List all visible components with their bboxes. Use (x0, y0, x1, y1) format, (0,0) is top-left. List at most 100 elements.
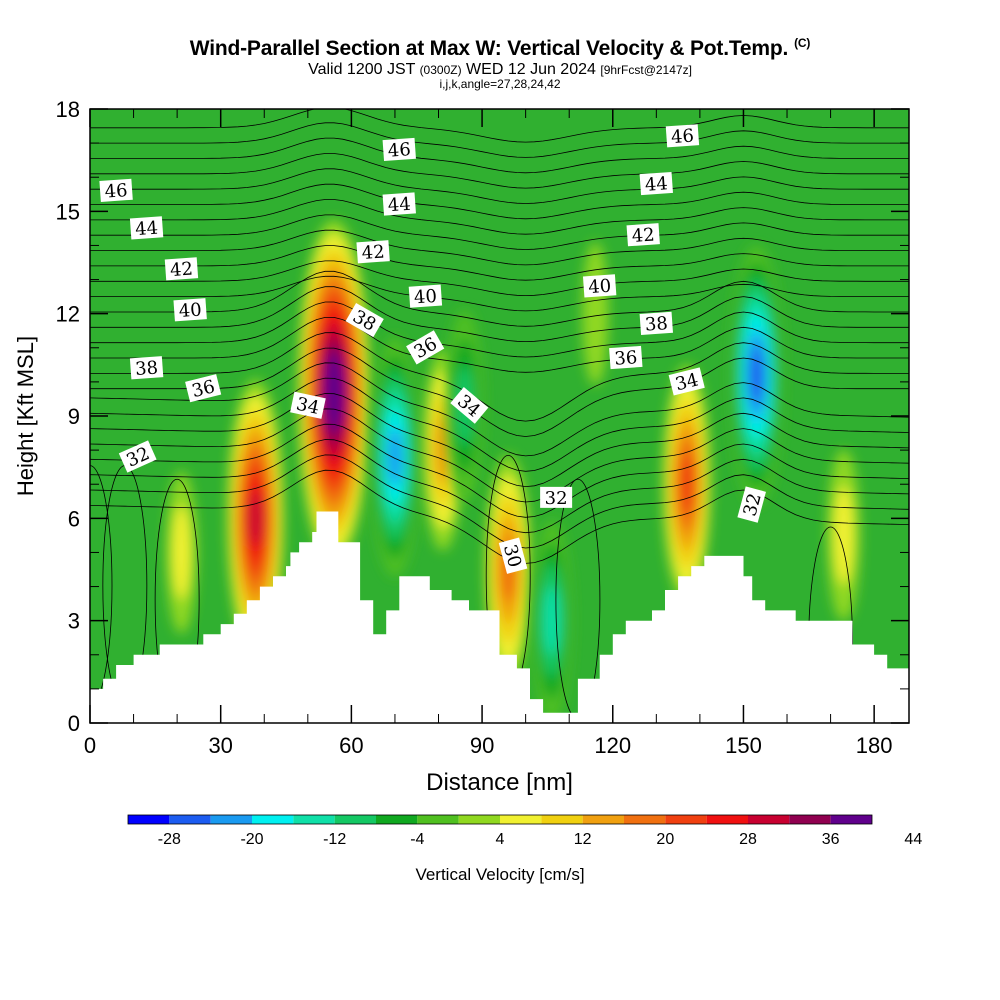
colorbar-tick-label: -28 (158, 831, 181, 848)
plot-area: 4644424038363234383634464442403230464442… (90, 109, 909, 723)
isentrope-line (90, 317, 909, 373)
colorbar-tick-label: -20 (240, 831, 263, 848)
subtitle-date: WED 12 Jun 2024 (466, 61, 596, 78)
colorbar-swatch (748, 815, 790, 824)
colorbar-swatch (128, 815, 170, 824)
title-tag: (C) (794, 36, 811, 50)
isentrope-label-bg (609, 345, 643, 370)
isentrope-label-text: 38 (644, 313, 668, 336)
w-cell-6 (532, 520, 572, 722)
w-cell-ring (387, 426, 403, 487)
isentrope-label-text: 46 (387, 139, 411, 162)
isentrope-line (90, 270, 909, 327)
isentrope-label-bg (129, 216, 164, 240)
isentrope-label: 34 (290, 391, 326, 419)
isentrope-label: 38 (129, 356, 164, 380)
isentrope-line (90, 275, 909, 312)
colorbar-swatch (417, 815, 459, 824)
isentrope-label-bg (382, 192, 416, 216)
y-tick-label: 0 (68, 711, 80, 736)
isentrope-label-text: 40 (413, 286, 437, 309)
isentrope-label-text: 40 (588, 276, 612, 299)
colorbar-frame (127, 814, 873, 825)
w-cell-ring (171, 505, 192, 600)
isentrope-label-bg (498, 537, 528, 574)
colorbar-swatch (252, 815, 294, 824)
w-cell-11 (582, 241, 609, 386)
colorbar-swatch (789, 815, 831, 824)
x-tick-label: 90 (470, 733, 494, 758)
isentrope-line (90, 454, 909, 549)
isentrope-line (90, 214, 909, 250)
colorbar-swatch (334, 815, 376, 824)
isentrope-line (90, 469, 909, 564)
isentrope-label-bg (173, 298, 207, 322)
colorbar-swatch (582, 815, 624, 824)
colorbar-swatch (830, 815, 872, 824)
x-tick-label: 150 (725, 733, 762, 758)
isentrope-line (90, 229, 909, 266)
isentrope-label-bg (408, 284, 443, 308)
colorbar-tick-label: 12 (574, 831, 592, 848)
isentrope-label-text: 40 (178, 299, 202, 322)
x-axis-label: Distance [nm] (426, 769, 573, 796)
x-tick-label: 60 (339, 733, 363, 758)
isentrope-label-bg (164, 257, 199, 281)
x-tick-label: 180 (856, 733, 893, 758)
colorbar-label: Vertical Velocity [cm/s] (415, 865, 584, 884)
isentrope-label: 32 (540, 486, 573, 509)
isentrope-label-bg (99, 178, 133, 202)
isentrope-line (90, 408, 909, 503)
colorbar-tick-label: 28 (739, 831, 757, 848)
y-tick-label: 3 (68, 609, 80, 634)
isentrope-line (90, 168, 909, 204)
isentrope-label-bg (185, 374, 222, 403)
x-tick-label: 120 (594, 733, 631, 758)
isentrope-label-text: 44 (135, 218, 159, 241)
isentrope-line (90, 332, 909, 422)
x-tick-label: 0 (84, 733, 96, 758)
y-tick-label: 6 (68, 506, 80, 531)
isentrope-label: 38 (639, 311, 673, 336)
isentrope-label-bg (356, 240, 390, 264)
isentrope-line (90, 260, 909, 297)
isentrope-line (90, 377, 909, 472)
isentrope-line (90, 199, 909, 235)
w-cell-ring (582, 241, 609, 386)
isentrope-label-text: 42 (631, 224, 655, 247)
isentrope-label-text: 36 (614, 347, 638, 370)
subtitle-valid: Valid 1200 JST (308, 61, 416, 78)
colorbar-tick-label: 36 (822, 831, 840, 848)
x-tick-label: 30 (208, 733, 232, 758)
chart-title-text: Wind-Parallel Section at Max W: Vertical… (189, 37, 789, 60)
isentrope-label-text: 34 (294, 394, 321, 419)
isentrope-label-text: 46 (104, 180, 128, 203)
isentrope-label: 46 (99, 178, 133, 203)
isentrope-label: 40 (582, 274, 617, 299)
isentrope-label-bg (406, 330, 445, 365)
isentrope-line (90, 301, 909, 358)
isentrope-label-bg (118, 440, 157, 473)
isentrope-line (90, 423, 909, 518)
isentrope-label-bg (450, 387, 489, 424)
colorbar-swatch (665, 815, 707, 824)
isentrope-line (90, 153, 909, 189)
isentrope-label: 44 (129, 216, 164, 241)
isentrope-label-bg (582, 274, 617, 298)
isentrope-label-bg (639, 311, 673, 335)
isentrope-label: 42 (356, 240, 390, 264)
isentrope-label: 40 (173, 298, 207, 322)
colorbar-swatch (624, 815, 666, 824)
colorbar-tick-label: -4 (410, 831, 424, 848)
colorbar-tick-label: 44 (904, 831, 922, 848)
isentrope-label: 42 (626, 223, 660, 247)
w-cell-ring (833, 486, 854, 585)
w-cell-ring (248, 490, 263, 547)
colorbar-tick-label: 20 (656, 831, 674, 848)
isentrope-label: 44 (382, 192, 416, 216)
isentrope-line (90, 109, 909, 143)
w-cell-1 (227, 379, 285, 658)
isentrope-label: 42 (164, 257, 199, 281)
isentrope-label-bg (639, 171, 673, 196)
chart-subsubtitle: i,j,k,angle=27,28,24,42 (439, 77, 561, 91)
